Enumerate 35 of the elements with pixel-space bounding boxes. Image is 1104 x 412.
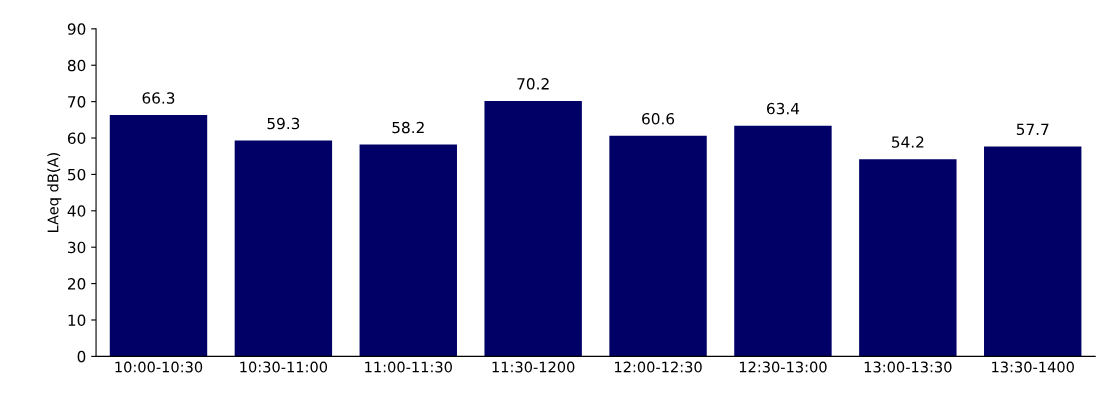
data-label: 66.3 — [142, 92, 175, 104]
y-tick-label: 10 — [68, 314, 86, 327]
data-label: 54.2 — [892, 136, 924, 148]
data-label: 60.6 — [642, 112, 675, 125]
bar — [859, 159, 957, 357]
bar — [609, 135, 707, 357]
x-tick-label: 12:30-13:00 — [739, 361, 827, 373]
y-tick-label: 50 — [68, 168, 86, 181]
y-tick-label: 20 — [68, 278, 86, 290]
y-tick-label: 80 — [67, 59, 86, 72]
y-tick-label: 0 — [77, 350, 86, 363]
x-tick-label: 12:00-12:30 — [615, 361, 702, 373]
x-tick-label: 10:30-11:00 — [240, 361, 328, 373]
y-tick-label: 40 — [67, 205, 86, 217]
bar — [484, 100, 582, 357]
x-tick-label: 13:30-1400 — [992, 361, 1074, 373]
data-label: 57.7 — [1016, 123, 1049, 136]
data-label: 58.2 — [392, 121, 424, 134]
bar — [734, 125, 832, 357]
y-tick-label: 60 — [67, 132, 86, 145]
bar — [984, 146, 1082, 357]
y-tick-label: 90 — [67, 23, 86, 35]
data-label: 70.2 — [517, 78, 549, 90]
bar — [109, 115, 208, 357]
y-tick-label: 30 — [68, 241, 86, 254]
x-tick-label: 10:00-10:30 — [115, 361, 203, 373]
y-axis-title: LAeq dB(A) — [47, 153, 62, 233]
data-label: 59.3 — [267, 117, 300, 130]
x-tick-label: 13:00-13:30 — [864, 361, 952, 373]
x-tick-label: 11:00-11:30 — [365, 361, 452, 373]
x-tick-label: 11:30-1200 — [492, 361, 575, 373]
data-label: 63.4 — [767, 102, 800, 115]
bar — [359, 144, 457, 357]
y-tick-label: 70 — [68, 96, 86, 108]
bar — [234, 140, 333, 357]
